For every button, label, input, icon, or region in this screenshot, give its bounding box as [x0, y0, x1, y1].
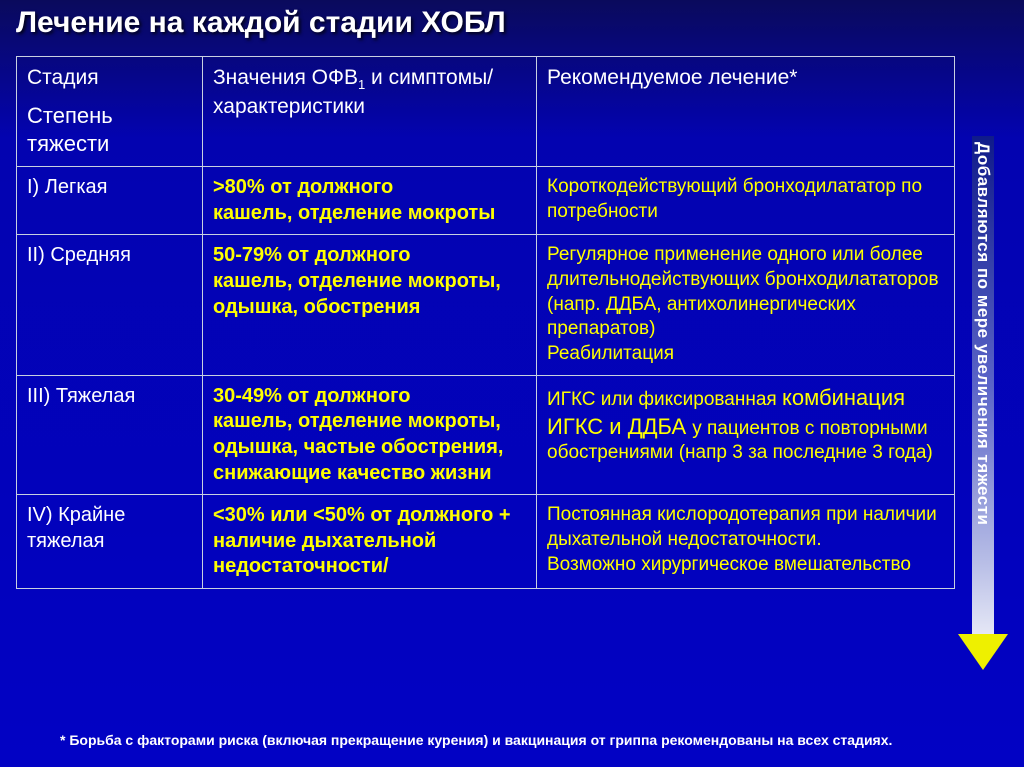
- header-rec: Рекомендуемое лечение*: [537, 57, 955, 167]
- table-row: II) Средняя 50-79% от должногокашель, от…: [17, 235, 955, 375]
- cell-rec: Постоянная кислородотерапия при наличии …: [537, 495, 955, 589]
- footnote: * Борьба с факторами риска (включая прек…: [60, 731, 960, 749]
- arrow-label: Добавляются по мере увеличения тяжести: [972, 142, 994, 662]
- cell-fev: 50-79% от должногокашель, отделение мокр…: [203, 235, 537, 375]
- cell-stage: IV) Крайне тяжелая: [17, 495, 203, 589]
- header-fev: Значения ОФВ1 и симптомы/характеристики: [203, 57, 537, 167]
- table-row: IV) Крайне тяжелая <30% или <50% от долж…: [17, 495, 955, 589]
- header-stage: Стадия Степень тяжести: [17, 57, 203, 167]
- treatment-table: Стадия Степень тяжести Значения ОФВ1 и с…: [16, 56, 954, 589]
- rec-pre: ИГКС или фиксированная: [547, 389, 782, 410]
- severity-arrow: Добавляются по мере увеличения тяжести: [958, 56, 1008, 671]
- table: Стадия Степень тяжести Значения ОФВ1 и с…: [16, 56, 955, 589]
- header-fev-pre: Значения ОФВ: [213, 66, 358, 89]
- cell-rec: Регулярное применение одного или более д…: [537, 235, 955, 375]
- cell-fev: >80% от должногокашель, отделение мокрот…: [203, 167, 537, 235]
- table-header-row: Стадия Степень тяжести Значения ОФВ1 и с…: [17, 57, 955, 167]
- cell-stage: II) Средняя: [17, 235, 203, 375]
- table-row: I) Легкая >80% от должногокашель, отделе…: [17, 167, 955, 235]
- cell-rec: ИГКС или фиксированная комбинация ИГКС и…: [537, 375, 955, 494]
- cell-stage: I) Легкая: [17, 167, 203, 235]
- page-title: Лечение на каждой стадии ХОБЛ: [16, 6, 506, 40]
- cell-rec: Короткодействующий бронходилататор по по…: [537, 167, 955, 235]
- header-stage-top: Стадия: [27, 65, 192, 92]
- cell-stage: III) Тяжелая: [17, 375, 203, 494]
- slide: Лечение на каждой стадии ХОБЛ Стадия Сте…: [0, 0, 1024, 767]
- cell-fev: 30-49% от должногокашель, отделение мокр…: [203, 375, 537, 494]
- header-stage-bottom: Степень тяжести: [27, 102, 192, 158]
- cell-fev: <30% или <50% от должного + наличие дыха…: [203, 495, 537, 589]
- table-row: III) Тяжелая 30-49% от должногокашель, о…: [17, 375, 955, 494]
